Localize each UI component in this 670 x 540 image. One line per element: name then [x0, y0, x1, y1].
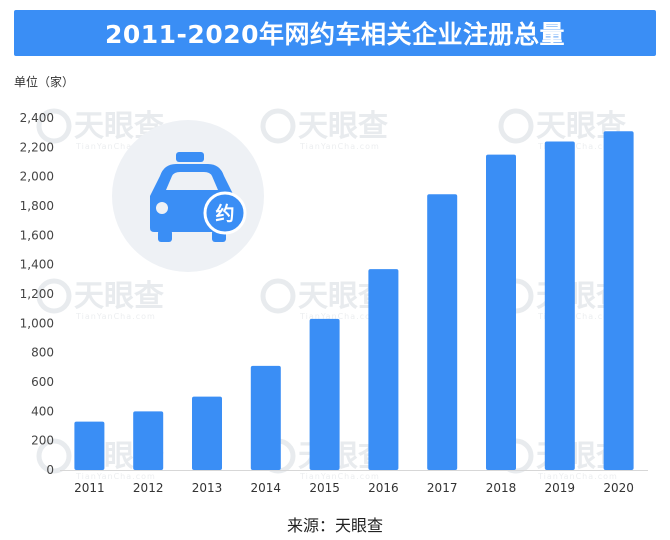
watermark-subtext: TianYanCha.com [299, 142, 380, 151]
y-tick-label: 1,800 [20, 199, 54, 213]
car-headlight-left [156, 202, 168, 214]
y-tick-label: 0 [46, 463, 54, 477]
bar-2014 [250, 365, 281, 470]
watermark-subtext: TianYanCha.com [299, 312, 380, 321]
x-tick-label: 2012 [133, 481, 164, 495]
x-tick-label: 2011 [74, 481, 105, 495]
bar-2012 [133, 411, 164, 470]
y-tick-label: 600 [31, 375, 54, 389]
x-tick-label: 2017 [427, 481, 458, 495]
y-tick-label: 200 [31, 434, 54, 448]
y-tick-label: 2,200 [20, 140, 54, 154]
y-tick-label: 800 [31, 346, 54, 360]
watermark-logo-icon [36, 108, 72, 144]
x-axis-ticks: 2011 2012 2013 2014 2015 2016 2017 2018 2019 2020 [74, 481, 634, 495]
taxi-car-icon: 约 [112, 120, 264, 272]
x-tick-label: 2013 [192, 481, 223, 495]
x-tick-label: 2016 [368, 481, 399, 495]
y-tick-label: 2,400 [20, 111, 54, 125]
y-tick-label: 400 [31, 404, 54, 418]
x-tick-label: 2018 [486, 481, 517, 495]
watermark-subtext: TianYanCha.com [537, 142, 618, 151]
car-windshield [166, 172, 218, 190]
bar-2020 [603, 131, 634, 470]
bar-2016 [368, 269, 399, 470]
watermark-logo-icon [36, 278, 72, 314]
watermark-subtext: TianYanCha.com [299, 472, 380, 481]
badge-circle [203, 191, 247, 235]
y-axis-unit-label: 单位（家） [14, 74, 74, 89]
x-tick-label: 2020 [603, 481, 634, 495]
watermark-subtext: TianYanCha.com [537, 472, 618, 481]
watermark-logo-icon [498, 108, 534, 144]
x-tick-label: 2014 [251, 481, 282, 495]
taxi-roof-sign [176, 152, 204, 162]
y-tick-label: 1,200 [20, 287, 54, 301]
bar-2015 [309, 318, 340, 470]
bar-2017 [427, 194, 458, 470]
bars [74, 131, 634, 470]
y-tick-label: 1,400 [20, 258, 54, 272]
watermark-logo-icon [36, 438, 72, 474]
chart-title: 2011-2020年网约车相关企业注册总量 [104, 20, 566, 49]
watermark-logo-icon [260, 278, 296, 314]
title-banner: 2011-2020年网约车相关企业注册总量 [14, 10, 656, 56]
watermark-text: 天眼查 [74, 279, 164, 314]
badge-text: 约 [215, 202, 234, 225]
x-tick-label: 2019 [545, 481, 576, 495]
y-tick-label: 1,000 [20, 316, 54, 330]
y-axis-ticks: 0 200 400 600 800 1,000 1,200 1,400 1,600 1,800 2,… [20, 111, 54, 477]
bar-2018 [486, 154, 516, 470]
car-wheel-left [158, 230, 172, 242]
y-tick-label: 2,000 [20, 170, 54, 184]
watermark-subtext: TianYanCha.com [75, 472, 156, 481]
watermark-text: 天眼查 [298, 109, 388, 144]
bar-2013 [192, 396, 222, 470]
bar-2019 [544, 141, 575, 470]
bar-2011 [74, 421, 105, 470]
x-tick-label: 2015 [309, 481, 340, 495]
y-tick-label: 1,600 [20, 228, 54, 242]
watermark-subtext: TianYanCha.com [75, 142, 156, 151]
watermark-logo-icon [260, 108, 296, 144]
source-note: 来源：天眼查 [286, 516, 383, 535]
watermark-subtext: TianYanCha.com [537, 312, 618, 321]
watermark-subtext: TianYanCha.com [75, 312, 156, 321]
